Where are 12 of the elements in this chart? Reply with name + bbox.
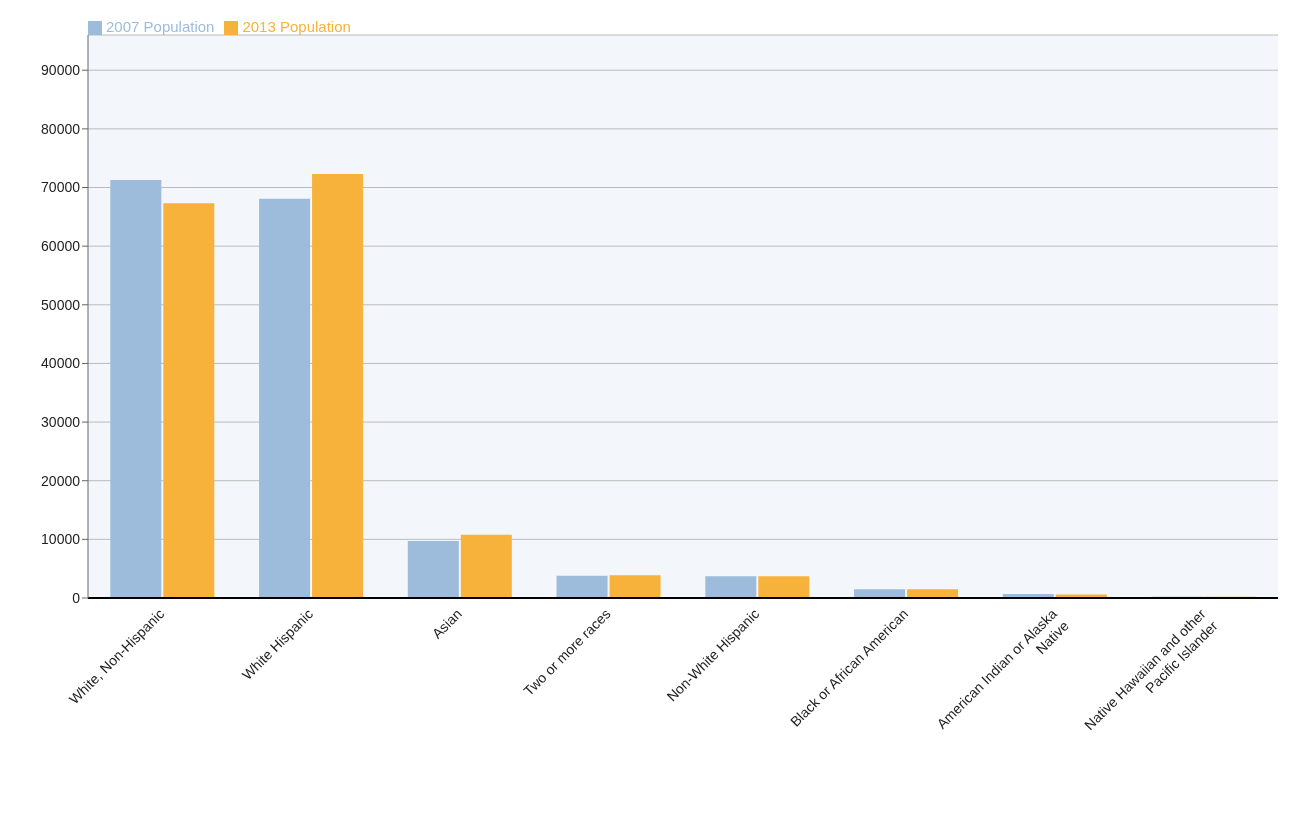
y-tick-label: 40000 xyxy=(41,355,81,372)
y-tick-label: 50000 xyxy=(41,296,81,313)
y-tick-label: 0 xyxy=(72,589,81,606)
y-tick-label: 10000 xyxy=(41,531,81,548)
legend-label: 2013 Population xyxy=(242,18,351,35)
y-tick-label: 20000 xyxy=(41,472,81,489)
y-tick-label: 80000 xyxy=(41,120,81,137)
y-tick-label: 60000 xyxy=(41,238,81,255)
legend-label: 2007 Population xyxy=(106,18,215,35)
y-tick-label: 90000 xyxy=(41,62,81,79)
y-tick-label: 30000 xyxy=(41,414,81,431)
y-tick-label: 70000 xyxy=(41,179,81,196)
